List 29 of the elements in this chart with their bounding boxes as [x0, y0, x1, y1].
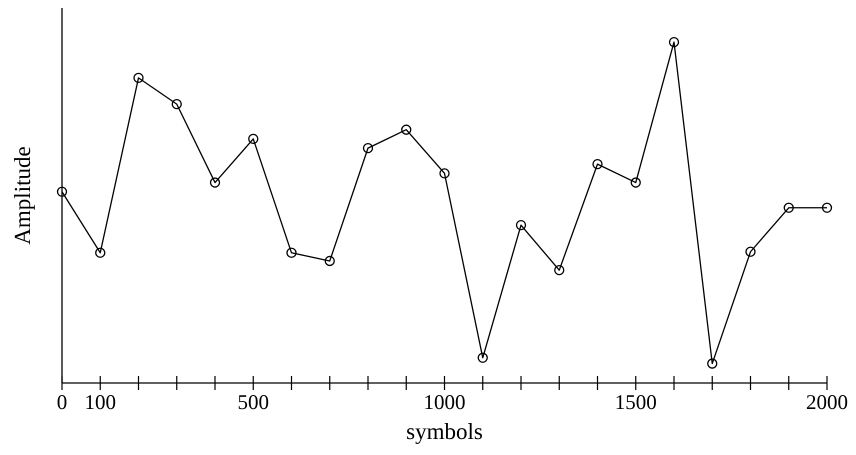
point: [95, 248, 106, 258]
point: [707, 358, 718, 369]
point: [56, 186, 68, 197]
point: [822, 202, 832, 213]
point: [630, 177, 641, 188]
point: [324, 256, 335, 266]
x-tick-label: 500: [238, 390, 269, 414]
point: [362, 142, 374, 154]
x-tick-label: 1500: [614, 390, 657, 414]
point: [668, 36, 680, 48]
point: [745, 246, 756, 257]
point: [439, 168, 450, 178]
y-axis-title: Amplitude: [10, 146, 35, 245]
x-tick-label: 0: [56, 390, 68, 414]
point: [210, 177, 220, 188]
point: [516, 220, 526, 230]
x-axis-title: symbols: [406, 419, 483, 444]
point: [286, 248, 297, 258]
x-tick-label: 100: [84, 390, 116, 414]
point: [133, 72, 144, 84]
point: [478, 352, 488, 363]
point: [248, 134, 258, 144]
point: [554, 265, 564, 276]
point: [172, 98, 182, 110]
point: [784, 202, 794, 213]
point: [592, 158, 603, 170]
point: [401, 124, 412, 135]
x-tick-label: 1000: [424, 390, 466, 414]
x-tick-label: 2000: [806, 390, 848, 414]
